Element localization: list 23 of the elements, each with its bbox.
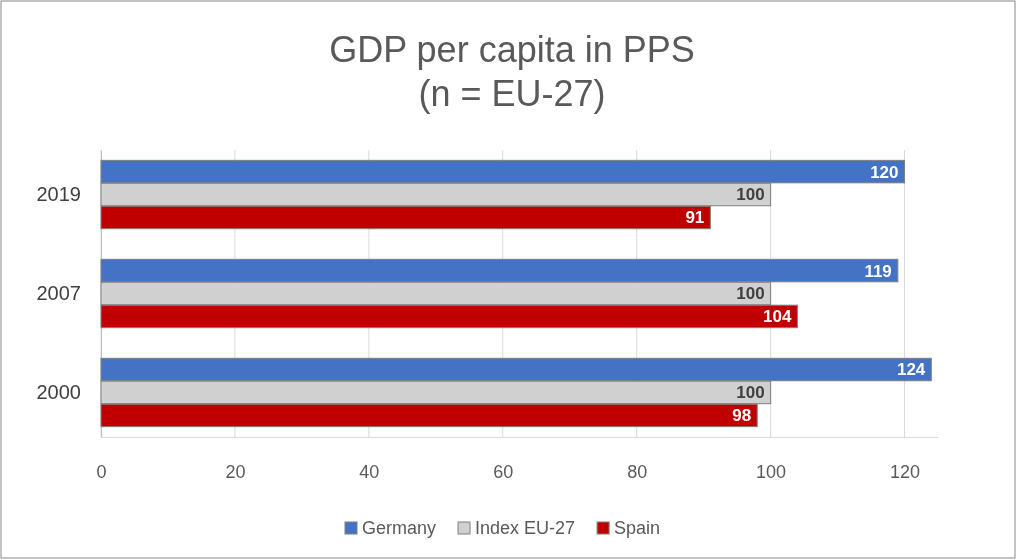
x-tick-label: 80 [627,461,648,482]
data-label: 104 [763,307,792,327]
legend-label: Germany [362,518,437,539]
y-tick-label: 2000 [36,380,81,403]
x-tick-label: 100 [756,461,787,482]
y-tick-label: 2007 [36,281,81,304]
chart-title: GDP per capita in PPS (n = EU-27) [329,29,695,114]
data-label: 100 [736,185,765,205]
x-tick-label: 20 [225,461,246,482]
x-tick-label: 40 [359,461,380,482]
x-tick-label: 120 [890,461,921,482]
legend-label: Spain [614,518,661,539]
y-tick-label: 2019 [36,182,81,205]
x-tick-label: 0 [96,461,107,482]
data-label: 119 [864,261,892,281]
data-label: 124 [896,360,926,380]
data-label: 100 [736,284,765,304]
data-label: 100 [736,383,765,403]
data-label: 98 [732,406,752,426]
data-label: 120 [870,162,899,182]
data-label: 91 [685,208,705,228]
legend-label: Index EU-27 [475,518,576,539]
x-tick-label: 60 [493,461,514,482]
